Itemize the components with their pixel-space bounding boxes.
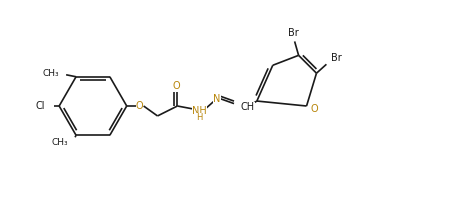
Text: N: N — [213, 94, 221, 104]
Text: O: O — [310, 104, 319, 114]
Text: O: O — [173, 81, 180, 91]
Text: Br: Br — [331, 53, 342, 63]
Text: Br: Br — [288, 28, 299, 39]
Text: CH₃: CH₃ — [43, 69, 59, 78]
Text: NH: NH — [192, 106, 207, 116]
Text: H: H — [196, 113, 202, 122]
Text: CH₃: CH₃ — [52, 138, 68, 147]
Text: CH: CH — [241, 102, 255, 112]
Text: Cl: Cl — [36, 101, 45, 111]
Text: O: O — [136, 101, 144, 111]
